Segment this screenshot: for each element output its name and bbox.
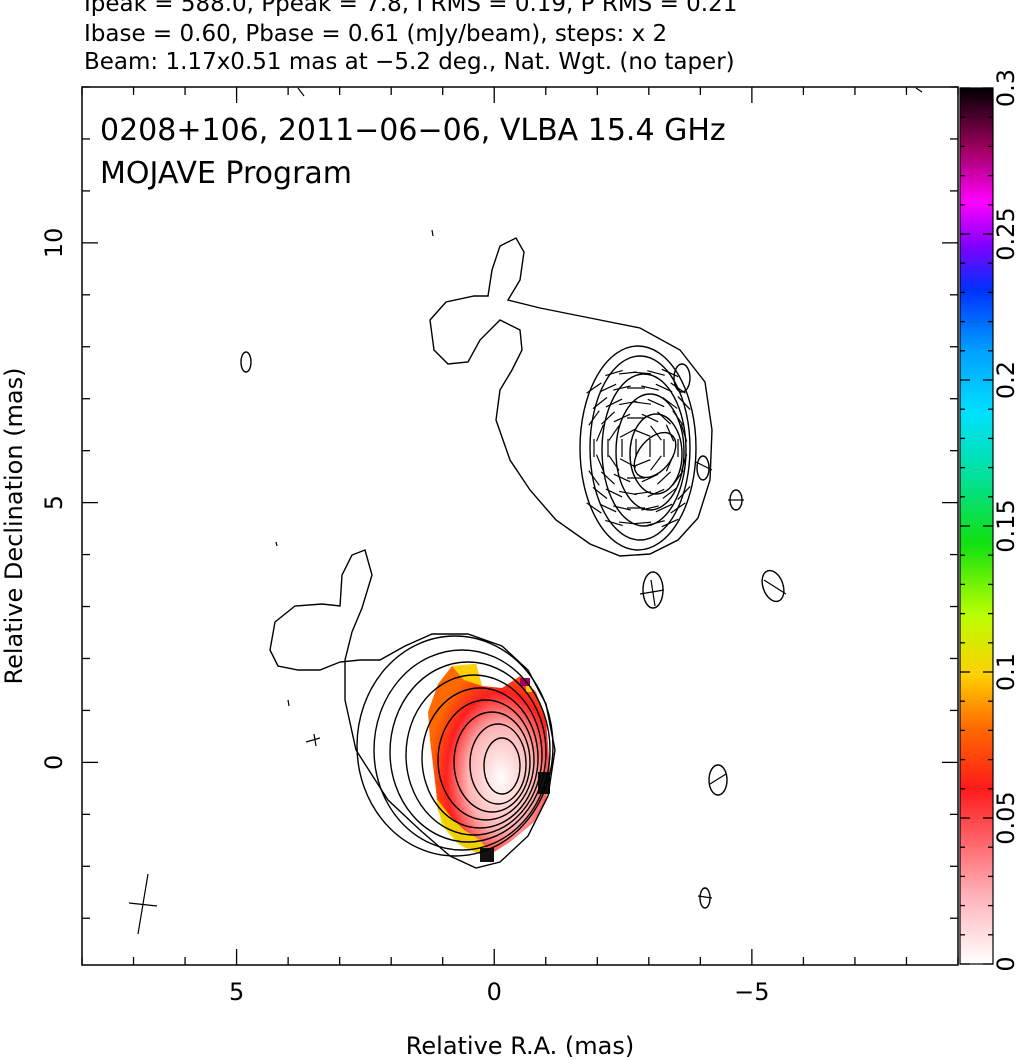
- polarization-vector: [641, 413, 659, 423]
- polarization-vector: [655, 383, 673, 393]
- polarization-vector: [613, 385, 631, 391]
- polarization-vector: [605, 369, 623, 377]
- polarization-vector: [608, 455, 620, 471]
- colorbar-tick-label: 0.25: [992, 207, 1020, 260]
- colorbar-tick-label: 0: [992, 956, 1020, 971]
- polarization-vector: [641, 505, 659, 511]
- polarization-vector: [632, 401, 652, 405]
- colorbar-tick-label: 0.15: [992, 499, 1020, 552]
- polarization-vector: [613, 413, 631, 423]
- polarization-vector: [650, 455, 662, 471]
- polarization-vector: [632, 521, 652, 525]
- polarization-vector: [592, 486, 608, 500]
- y-tick-label: 0: [40, 755, 68, 770]
- colorbar-tick-label: 0.2: [992, 361, 1020, 399]
- polarization-vector: [619, 428, 637, 438]
- polarization-vector: [672, 470, 684, 486]
- polarization-vector: [662, 487, 678, 499]
- polarization-vector: [613, 505, 631, 511]
- polarization-vector: [665, 424, 675, 442]
- colorbar-tick-label: 0.1: [992, 653, 1020, 691]
- polarization-vector: [588, 410, 600, 426]
- polarization-vector: [670, 382, 686, 394]
- header-stats-line: Ipeak = 588.0, Ppeak = 7.8, I RMS = 0.19…: [84, 0, 738, 17]
- noise-marks: [275, 87, 923, 899]
- header-beam-line: Beam: 1.17x0.51 mas at −5.2 deg., Nat. W…: [84, 49, 735, 75]
- polarization-vector: [605, 398, 623, 408]
- plot-frame: [81, 86, 959, 966]
- polarization-vector: [680, 424, 688, 442]
- polarization-vector: [657, 411, 671, 425]
- colorbar-tick-label: 0.05: [992, 791, 1020, 844]
- tick-labels: 5 0 −5 10 5 0 0 0.05 0.1 0.15 0.2 0.25 0.3: [40, 69, 1020, 1006]
- colorbar-tick-label: 0.3: [992, 69, 1020, 107]
- polarization-vector: [613, 473, 631, 483]
- polarization-vector: [605, 488, 623, 498]
- y-tick-label: 10: [40, 228, 68, 259]
- polarization-vector: [641, 385, 659, 391]
- polarization-vector: [650, 425, 662, 441]
- x-axis-label: Relative R.A. (mas): [406, 1032, 634, 1060]
- polarization-vector: [662, 397, 678, 409]
- polarization-vector: [601, 411, 615, 425]
- polarization-vector: [677, 486, 691, 500]
- plot-title: 0208+106, 2011−06−06, VLBA 15.4 GHz: [100, 113, 726, 148]
- y-tick-label: 5: [40, 495, 68, 510]
- polarization-vector: [595, 454, 605, 472]
- polarization-vector: [661, 368, 679, 378]
- polarization-vector: [647, 520, 665, 526]
- polarization-vector: [647, 398, 665, 408]
- polarization-vector: [632, 371, 652, 375]
- polarization-vector: [677, 396, 691, 410]
- polarization-vector: [680, 454, 688, 472]
- polarization-vector: [647, 488, 665, 498]
- x-tick-label: 5: [229, 978, 244, 1006]
- polarization-vector: [605, 519, 623, 527]
- polarization-vector: [633, 429, 651, 437]
- polarization-vector: [619, 458, 637, 468]
- x-tick-label: −5: [734, 978, 769, 1006]
- polarization-vector: [661, 518, 679, 528]
- axis-ticks: [81, 86, 993, 965]
- polarization-vector: [672, 410, 684, 426]
- polarization-vector: [592, 396, 608, 410]
- polarization-vector: [657, 471, 671, 485]
- polarization-vector: [608, 425, 620, 441]
- polarization-vector: [588, 470, 600, 486]
- polarization-vector: [599, 383, 617, 393]
- polarization-vector: [647, 370, 665, 376]
- polarization-vector: [641, 473, 659, 483]
- polarization-vector: [665, 454, 675, 472]
- polarization-vector: [632, 491, 652, 495]
- polarization-vector: [586, 502, 602, 514]
- y-axis-label: Relative Declination (mas): [0, 367, 28, 684]
- polarization-color-map: [428, 664, 550, 862]
- polarization-vector: [655, 503, 673, 513]
- beam-marker: [128, 873, 158, 935]
- core-contours: [269, 549, 556, 869]
- plot-subtitle: MOJAVE Program: [100, 156, 352, 191]
- polarization-vectors: [586, 368, 691, 528]
- polarization-vector: [633, 459, 651, 467]
- polarization-vector: [586, 382, 602, 394]
- polarization-vector: [599, 503, 617, 513]
- polarization-vector: [601, 471, 615, 485]
- header-base-line: Ibase = 0.60, Pbase = 0.61 (mJy/beam), s…: [84, 21, 668, 47]
- x-tick-label: 0: [487, 978, 502, 1006]
- polarization-vector: [595, 424, 605, 442]
- polarization-vector: [670, 502, 686, 514]
- jet-contours: [240, 237, 785, 909]
